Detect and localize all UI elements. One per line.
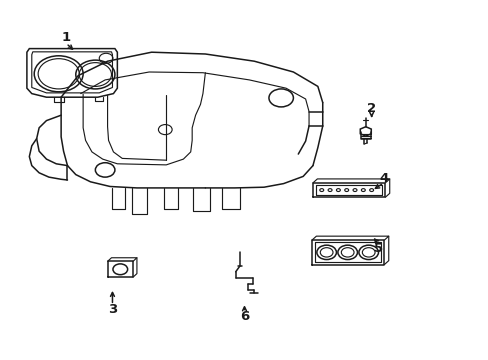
Text: 6: 6 — [240, 310, 248, 323]
Text: 1: 1 — [61, 31, 70, 44]
Text: 2: 2 — [366, 102, 375, 114]
Text: 4: 4 — [379, 172, 387, 185]
Text: 3: 3 — [108, 303, 117, 316]
Text: 5: 5 — [374, 242, 383, 255]
